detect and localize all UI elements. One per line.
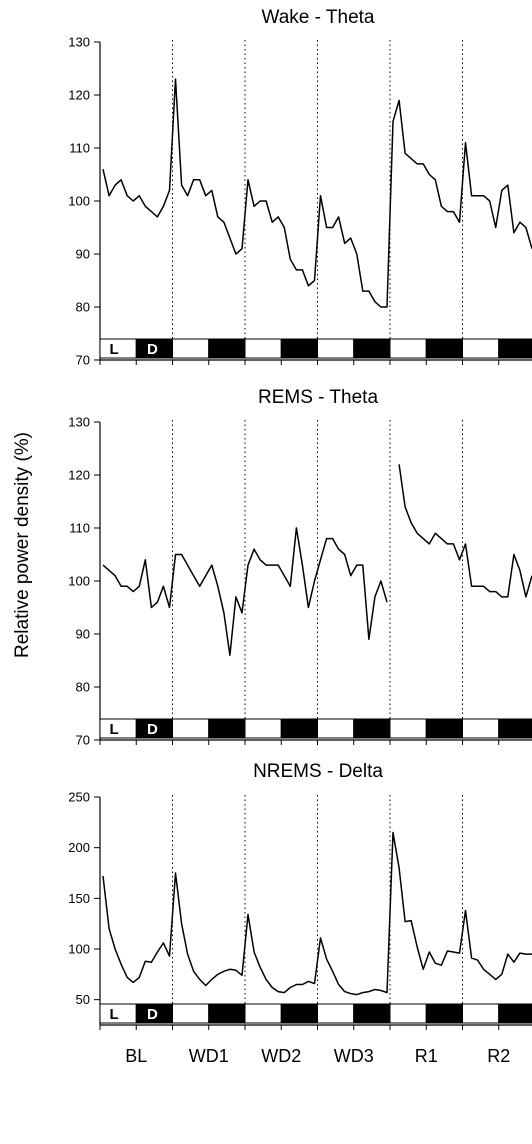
panel-wake-theta: Wake - Theta 70 80 90 100 110 120 130 L D	[68, 7, 532, 368]
light-period	[244, 1003, 282, 1024]
dark-label: D	[147, 341, 158, 358]
x-category-labels: BL WD1 WD2 WD3 R1 R2	[125, 1046, 510, 1066]
dark-period	[353, 1003, 391, 1024]
light-period	[389, 718, 427, 739]
panel-title: NREMS - Delta	[253, 761, 383, 782]
y-tick-label: 150	[68, 891, 90, 906]
light-period	[389, 1003, 427, 1024]
dark-period	[208, 338, 246, 359]
y-tick-label: 70	[76, 733, 90, 748]
y-tick-label: 110	[69, 141, 90, 156]
x-category-label: WD3	[334, 1046, 374, 1066]
light-period	[317, 1003, 355, 1024]
dark-period	[353, 718, 391, 739]
y-tick-label: 250	[68, 790, 90, 805]
y-tick-label: 120	[68, 468, 90, 483]
dark-label: D	[147, 1006, 158, 1023]
light-period	[317, 718, 355, 739]
y-tick-label: 80	[76, 680, 90, 695]
dark-period	[425, 338, 463, 359]
y-tick-label: 90	[76, 247, 90, 262]
dark-period	[425, 718, 463, 739]
dark-period	[498, 338, 532, 359]
x-category-label: R1	[415, 1046, 438, 1066]
panel-rems-theta: REMS - Theta 70 80 90 100 110 120 130 L D	[68, 387, 532, 748]
light-period	[172, 718, 210, 739]
y-tick-label: 90	[76, 627, 90, 642]
dark-period	[498, 718, 532, 739]
light-period	[389, 338, 427, 359]
y-tick-label: 80	[76, 300, 90, 315]
light-period	[462, 1003, 500, 1024]
y-tick-label: 100	[68, 574, 90, 589]
light-period	[172, 338, 210, 359]
panel-nrems-delta: NREMS - Delta 50 100 150 200 250 L D	[68, 761, 532, 1030]
x-category-label: BL	[125, 1046, 147, 1066]
light-period	[244, 718, 282, 739]
light-period	[317, 338, 355, 359]
data-series-line	[102, 831, 532, 996]
panel-title: REMS - Theta	[258, 387, 378, 408]
y-tick-label: 100	[68, 942, 90, 957]
light-period	[172, 1003, 210, 1024]
light-period	[462, 718, 500, 739]
dark-period	[280, 1003, 318, 1024]
data-series-line	[102, 78, 532, 308]
light-label: L	[110, 1006, 119, 1023]
y-tick-label: 100	[68, 194, 90, 209]
y-tick-label: 200	[68, 840, 90, 855]
y-tick-label: 130	[68, 35, 90, 50]
y-tick-label: 50	[76, 992, 90, 1007]
dark-label: D	[147, 721, 158, 738]
dark-period	[353, 338, 391, 359]
dark-period	[498, 1003, 532, 1024]
dark-period	[425, 1003, 463, 1024]
light-label: L	[110, 721, 119, 738]
y-axis-label: Relative power density (%)	[12, 432, 33, 658]
light-period	[244, 338, 282, 359]
y-tick-label: 70	[76, 353, 90, 368]
dark-period	[208, 718, 246, 739]
y-tick-label: 120	[68, 88, 90, 103]
x-category-label: R2	[487, 1046, 510, 1066]
light-label: L	[110, 341, 119, 358]
dark-period	[280, 718, 318, 739]
x-category-label: WD2	[261, 1046, 301, 1066]
panel-title: Wake - Theta	[262, 7, 375, 28]
light-period	[462, 338, 500, 359]
y-tick-label: 110	[69, 521, 90, 536]
dark-period	[208, 1003, 246, 1024]
data-series-line	[102, 464, 532, 656]
dark-period	[280, 338, 318, 359]
x-category-label: WD1	[189, 1046, 229, 1066]
y-tick-label: 130	[68, 415, 90, 430]
